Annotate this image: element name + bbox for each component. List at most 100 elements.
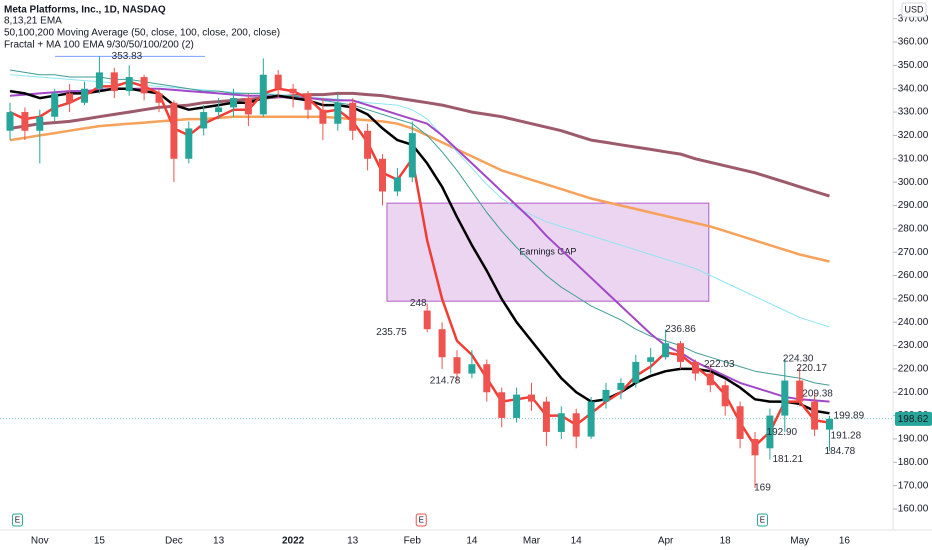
candle-body (393, 177, 401, 192)
y-tick-label: 360.00 (898, 37, 929, 48)
candle-body (691, 361, 699, 374)
earnings-marker (415, 513, 427, 527)
price-tag-label: 198.62 (898, 414, 929, 425)
candle-body (557, 413, 565, 432)
y-tick-label: 250.00 (898, 293, 929, 304)
x-tick-label: 15 (94, 536, 106, 547)
legend-line: 8,13,21 EMA (4, 16, 62, 27)
candle-body (215, 107, 223, 113)
y-tick-label: 350.00 (898, 60, 929, 71)
candle-body (244, 98, 252, 115)
candle-body (125, 77, 133, 92)
y-tick-label: 210.00 (898, 387, 929, 398)
y-tick-label: 180.00 (898, 457, 929, 468)
candle-body (468, 364, 476, 374)
y-tick-label: 230.00 (898, 340, 929, 351)
fractal-label: 191.28 (831, 431, 862, 442)
candle-body (21, 112, 29, 131)
x-tick-label: 2022 (282, 536, 305, 547)
fractal-label: 222.03 (704, 359, 735, 370)
fractal-label: 192.90 (767, 427, 798, 438)
candle-body (796, 380, 804, 402)
fractal-label: 353.83 (112, 51, 143, 62)
candle-body (36, 116, 44, 131)
x-tick-label: 16 (839, 536, 851, 547)
fractal-label: 236.86 (665, 324, 696, 335)
fractal-label: 199.89 (834, 410, 865, 421)
earnings-gap-box (386, 202, 710, 302)
candle-body (274, 74, 282, 89)
x-tick-label: Feb (404, 536, 422, 547)
candle-body (408, 133, 416, 178)
candle-body (483, 364, 491, 393)
candle-body (51, 93, 59, 117)
y-tick-label: 240.00 (898, 317, 929, 328)
x-tick-label: Apr (658, 536, 674, 547)
ma-line (9, 91, 830, 198)
candle-body (230, 98, 237, 108)
y-tick-label: 340.00 (898, 83, 929, 94)
candle-body (498, 392, 506, 418)
candle-body (289, 88, 297, 94)
candle-body (185, 128, 193, 159)
earnings-marker-label: E (760, 516, 765, 525)
chart-title: Meta Platforms, Inc., 1D, NASDAQ (4, 5, 166, 16)
candle-body (379, 158, 386, 192)
candle-body (617, 382, 625, 390)
candle-body (811, 401, 819, 430)
y-tick-label: 310.00 (898, 153, 929, 164)
plot-area: Earnings GAP 353.83 248 235.75 214.78 236.86 2… (0, 51, 893, 494)
fractal-label: 214.78 (430, 376, 461, 387)
candle-body (751, 438, 759, 456)
candle-body (677, 343, 684, 362)
candle-body (423, 310, 431, 330)
legend-line: 50,100,200 Moving Average (50, close, 10… (4, 28, 280, 39)
candle-body (349, 102, 357, 131)
candle-body (781, 380, 789, 416)
x-tick-label: Dec (165, 536, 183, 547)
currency-label[interactable]: USD (904, 4, 924, 14)
y-tick-label: 190.00 (898, 434, 929, 445)
fractal-label: 224.30 (783, 353, 814, 364)
x-tick-label: 14 (466, 536, 478, 547)
price-tag (895, 411, 932, 426)
candle-body (528, 394, 535, 402)
candle-body (706, 373, 714, 386)
y-tick-label: 220.00 (898, 364, 929, 375)
fractal-label: 235.75 (376, 327, 407, 338)
candle-body (632, 361, 640, 383)
x-tick-label: Nov (31, 536, 49, 547)
y-tick-label: 330.00 (898, 107, 929, 118)
y-tick-label: 300.00 (898, 177, 929, 188)
y-tick-label: 370.00 (898, 13, 929, 24)
fractal-label: 181.21 (772, 454, 803, 465)
earnings-marker-label: E (15, 516, 20, 525)
ma-line (9, 115, 830, 263)
y-tick-label: 160.00 (898, 504, 929, 515)
candle-body (334, 102, 342, 124)
candle-body (200, 112, 208, 129)
candle-body (587, 401, 595, 437)
currency-box[interactable] (901, 2, 927, 18)
candle-body (259, 74, 267, 115)
y-tick-label: 290.00 (898, 200, 929, 211)
fractal-label: 184.78 (825, 446, 856, 457)
candle-body (66, 93, 74, 103)
fractal-label: 169 (754, 483, 771, 494)
candle-body (170, 102, 178, 159)
candle-body (542, 401, 550, 432)
y-tick-label: 260.00 (898, 270, 929, 281)
fractal-label: 220.17 (796, 363, 827, 374)
candle-body (766, 415, 774, 449)
candle-body (304, 93, 312, 110)
x-tick-label: 13 (347, 536, 359, 547)
y-tick-label: 320.00 (898, 130, 929, 141)
earnings-gap-label: Earnings GAP (519, 247, 576, 257)
x-tick-label: Mar (523, 536, 541, 547)
x-tick-label: 14 (571, 536, 583, 547)
candle-body (602, 389, 610, 402)
candle-body (319, 109, 327, 124)
candle-body (155, 93, 163, 103)
fractal-label: 248 (410, 298, 427, 309)
candle-body (6, 112, 14, 131)
